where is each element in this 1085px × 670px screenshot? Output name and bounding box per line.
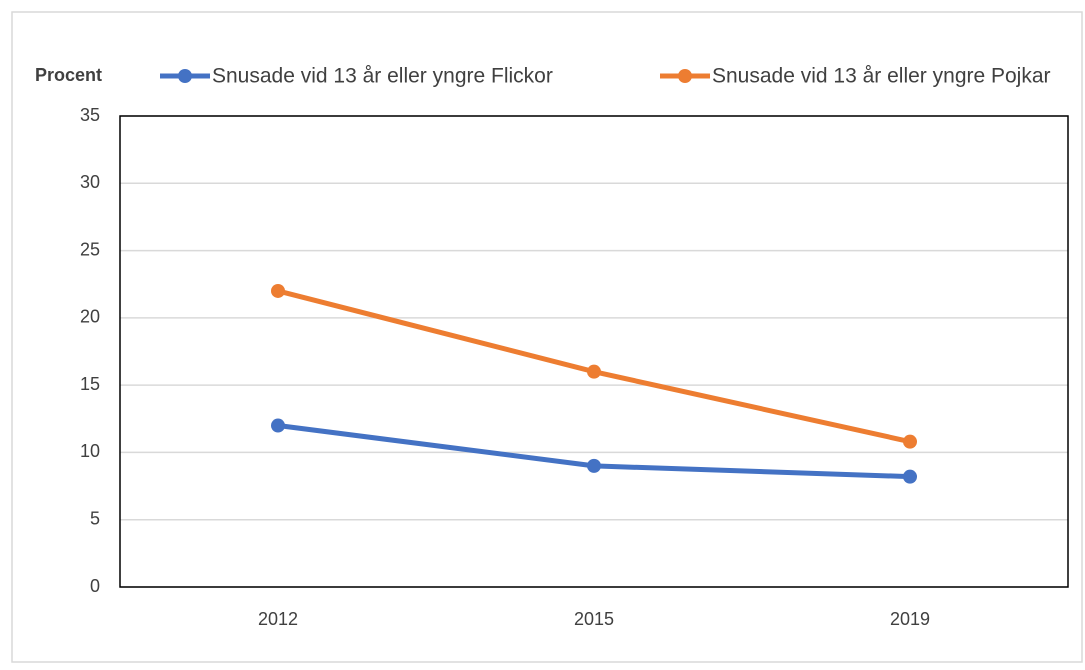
data-point [903,469,917,484]
y-axis-label: Procent [35,65,102,85]
data-point [903,434,917,449]
x-tick-label: 2012 [258,609,298,629]
y-tick-label: 5 [90,508,100,528]
legend-marker [178,69,192,83]
x-tick-label: 2015 [574,609,614,629]
y-tick-label: 15 [80,374,100,394]
y-tick-label: 35 [80,105,100,125]
chart-border [11,11,1083,663]
plot-border [119,115,1069,588]
y-tick-label: 30 [80,172,100,192]
data-point [271,418,285,433]
data-point [587,364,601,379]
legend-label: Snusade vid 13 år eller yngre Pojkar [712,65,1051,88]
data-point [271,283,285,298]
legend-label: Snusade vid 13 år eller yngre Flickor [212,65,553,88]
y-tick-label: 10 [80,441,100,461]
y-tick-label: 0 [90,576,100,596]
data-point [587,458,601,473]
legend-marker [678,69,692,83]
y-tick-label: 20 [80,307,100,327]
y-tick-label: 25 [80,239,100,259]
x-tick-label: 2019 [890,609,930,629]
